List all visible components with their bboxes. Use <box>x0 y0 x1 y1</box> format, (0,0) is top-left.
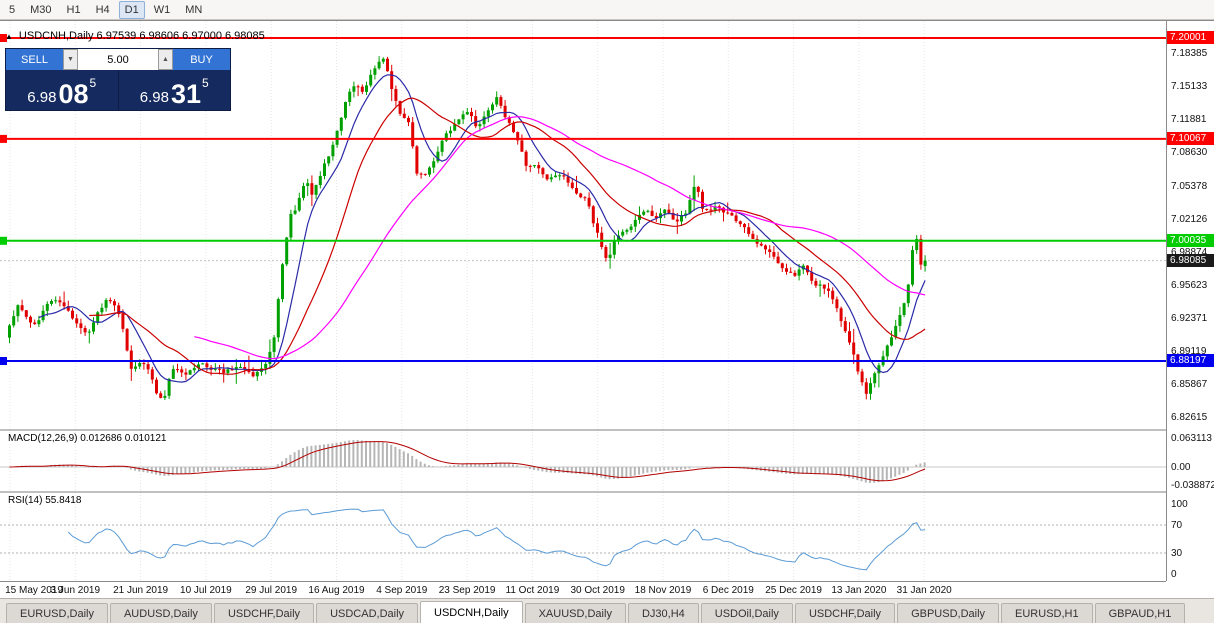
buy-price-prefix: 6.98 <box>139 88 169 106</box>
macd-indicator-label: MACD(12,26,9) 0.012686 0.010121 <box>8 433 167 444</box>
trade-prices-row: 6.98 08 5 6.98 31 5 <box>6 70 230 110</box>
current-price-badge: 6.98085 <box>1167 253 1214 267</box>
date-axis-label: 25 Dec 2019 <box>765 585 822 596</box>
rsi-axis-label: 30 <box>1171 548 1183 559</box>
date-axis-label: 23 Sep 2019 <box>438 585 496 596</box>
rsi-axis-label: 100 <box>1171 499 1188 510</box>
price-axis-label: 6.82615 <box>1171 411 1208 423</box>
chart-tab-usdoil-daily[interactable]: USDOil,Daily <box>700 603 793 623</box>
rsi-axis-label: 0 <box>1171 569 1177 580</box>
price-axis-label: 7.18385 <box>1171 48 1208 60</box>
level-price-badge: 7.10067 <box>1167 131 1214 145</box>
date-axis-label: 11 Oct 2019 <box>505 585 560 596</box>
chart-tab-bar: EURUSD,Daily AUDUSD,Daily USDCHF,Daily USDC… <box>0 598 1214 623</box>
trade-controls-row: SELL ▼ 5.00 ▲ BUY <box>6 49 230 70</box>
timeframe-button-h4[interactable]: H4 <box>95 3 110 16</box>
buy-button[interactable]: BUY <box>173 49 230 70</box>
date-axis-label: 6 Dec 2019 <box>702 585 754 596</box>
chart-window: ▲ USDCNH,Daily 6.97539 6.98606 6.97000 6… <box>0 20 1214 599</box>
date-axis-label: 13 Jan 2020 <box>831 585 887 596</box>
price-axis-label: 7.15133 <box>1171 81 1208 93</box>
timeframe-button-m30[interactable]: M30 <box>30 3 52 16</box>
rsi-axis-label: 70 <box>1171 520 1183 531</box>
price-chart-canvas[interactable] <box>0 21 1166 581</box>
price-axis-label: 6.92371 <box>1171 312 1208 324</box>
buy-price[interactable]: 6.98 31 5 <box>117 70 231 110</box>
date-axis-label: 30 Oct 2019 <box>570 585 625 596</box>
macd-axis-label: 0.00 <box>1171 462 1191 473</box>
chart-tab-gbpusd-daily[interactable]: GBPUSD,Daily <box>897 603 1000 623</box>
sell-price-prefix: 6.98 <box>27 88 57 106</box>
price-axis-label: 7.05378 <box>1171 180 1208 192</box>
price-axis-label: 7.11881 <box>1171 114 1207 126</box>
sell-button[interactable]: SELL <box>6 49 63 70</box>
volume-decrease-button[interactable]: ▼ <box>63 49 78 70</box>
date-axis-label: 21 Jun 2019 <box>113 585 169 596</box>
level-price-badge: 6.88197 <box>1167 354 1214 367</box>
ohlc-info: ▲ USDCNH,Daily 6.97539 6.98606 6.97000 6… <box>5 30 265 42</box>
buy-price-sup: 5 <box>202 76 209 90</box>
price-axis[interactable]: 7.18385 7.15133 7.11881 7.08630 7.05378 7.021… <box>1166 21 1214 581</box>
timeframe-button-h1[interactable]: H1 <box>66 3 81 16</box>
price-axis-label: 6.89119 <box>1171 345 1207 357</box>
price-axis-label: 7.08630 <box>1171 147 1208 159</box>
date-axis-label: 15 May 2019 <box>5 585 63 596</box>
chart-tab-xauusd-daily[interactable]: XAUUSD,Daily <box>524 603 626 623</box>
timeframe-button-w1[interactable]: W1 <box>153 3 171 16</box>
buy-price-big: 31 <box>170 79 202 110</box>
macd-axis-label: -0.038872 <box>1171 480 1214 491</box>
price-axis-label: 6.98874 <box>1171 246 1208 258</box>
date-axis-label: 31 Jan 2020 <box>896 585 952 596</box>
volume-input[interactable]: 5.00 <box>78 49 158 70</box>
sell-price-big: 08 <box>58 79 89 110</box>
chart-tab-usdchf-daily[interactable]: USDCHF,Daily <box>213 603 315 623</box>
timeframe-toolbar: 5 M30 H1 H4 D1 W1 MN <box>0 0 1214 20</box>
chart-tab-eurusd-daily[interactable]: EURUSD,Daily <box>6 603 108 623</box>
ohlc-text: USDCNH,Daily 6.97539 6.98606 6.97000 6.9… <box>18 30 265 42</box>
timeframe-button-mn[interactable]: MN <box>185 3 203 16</box>
level-price-badge: 7.00035 <box>1167 233 1214 247</box>
sell-price[interactable]: 6.98 08 5 <box>6 70 118 110</box>
date-axis-label: 16 Aug 2019 <box>308 585 365 596</box>
volume-increase-button[interactable]: ▲ <box>158 49 173 70</box>
macd-axis-label: 0.063113 <box>1171 433 1212 444</box>
chart-tab-usdcnh-daily[interactable]: USDCNH,Daily <box>420 601 523 623</box>
chart-marker-icon: ▲ <box>5 31 13 41</box>
date-axis-label: 29 Jul 2019 <box>245 585 298 596</box>
date-axis-label: 18 Nov 2019 <box>634 585 692 596</box>
chart-tab-usdcad-daily[interactable]: USDCAD,Daily <box>316 603 419 623</box>
chart-tab-gbpaud-h1[interactable]: GBPAUD,H1 <box>1094 603 1186 623</box>
date-axis-label: 4 Sep 2019 <box>376 585 428 596</box>
chart-tab-audusd-daily[interactable]: AUDUSD,Daily <box>109 603 212 623</box>
timeframe-button-d1[interactable]: D1 <box>118 0 145 19</box>
timeframe-button-5[interactable]: 5 <box>9 3 16 16</box>
date-axis-label: 10 Jul 2019 <box>180 585 232 596</box>
date-axis[interactable]: 15 May 2019 3 Jun 2019 21 Jun 2019 10 Jul 2… <box>0 581 1166 599</box>
date-axis-label: 3 Jun 2019 <box>50 585 101 596</box>
sell-price-sup: 5 <box>89 76 97 90</box>
price-axis-label: 7.02126 <box>1171 213 1208 225</box>
level-price-badge: 7.20001 <box>1167 31 1214 44</box>
price-axis-label: 6.85867 <box>1171 378 1208 390</box>
chart-tab-eurusd-h1[interactable]: EURUSD,H1 <box>1001 603 1093 623</box>
rsi-indicator-label: RSI(14) 55.8418 <box>8 495 82 506</box>
chart-tab-dj30-h4[interactable]: DJ30,H4 <box>627 603 699 623</box>
price-axis-label: 6.95623 <box>1171 279 1208 291</box>
chart-tab-usdchf-daily[interactable]: USDCHF,Daily <box>794 603 896 623</box>
one-click-trading-panel: SELL ▼ 5.00 ▲ BUY 6.98 08 5 6.98 31 5 <box>5 48 231 111</box>
